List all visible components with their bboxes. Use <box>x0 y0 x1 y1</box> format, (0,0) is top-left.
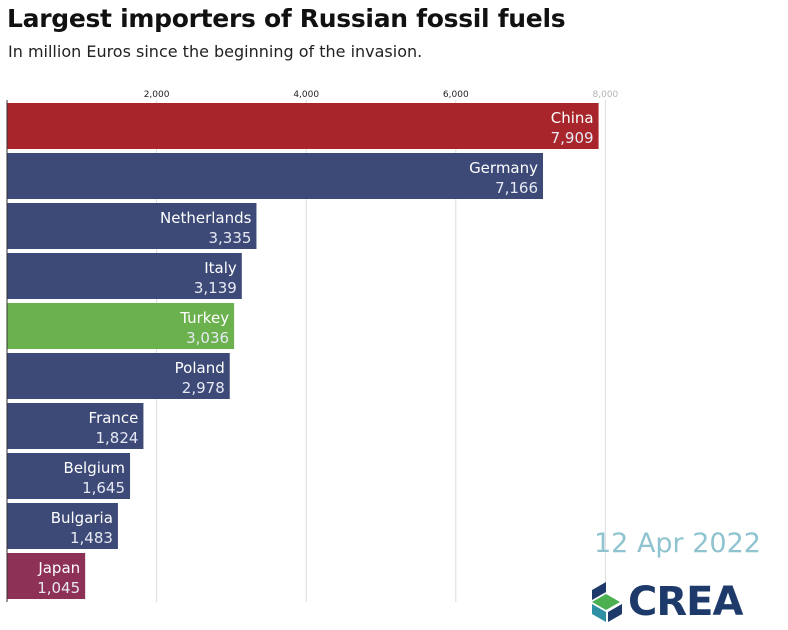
bar-poland <box>7 353 230 399</box>
bar-label: Japan <box>37 559 80 577</box>
bar-italy <box>7 253 242 299</box>
x-tick-label: 4,000 <box>293 90 319 100</box>
bar-value-label: 1,824 <box>95 429 138 447</box>
crea-logo: CREA <box>586 578 776 626</box>
bar-group: China 7,909 <box>7 103 599 149</box>
bar-group: Bulgaria 1,483 <box>7 503 118 549</box>
crea-logo-text: CREA <box>628 579 743 625</box>
bars: China 7,909 Germany 7,166 Netherlands 3,335 It… <box>7 103 599 599</box>
bar-value-label: 3,036 <box>186 329 229 347</box>
bar-label: Netherlands <box>160 209 252 227</box>
bar-value-label: 1,483 <box>70 529 113 547</box>
bar-bulgaria <box>7 503 118 549</box>
x-tick-label: 2,000 <box>144 90 170 100</box>
crea-logo-icon <box>592 582 622 622</box>
bar-label: Belgium <box>64 459 126 477</box>
bar-group: Poland 2,978 <box>7 353 230 399</box>
bar-label: Germany <box>469 159 538 177</box>
bar-group: Belgium 1,645 <box>7 453 131 499</box>
bar-group: Germany 7,166 <box>7 153 544 199</box>
x-tick-label: 6,000 <box>443 90 469 100</box>
x-tick-label: 8,000 <box>593 90 619 100</box>
chart-title: Largest importers of Russian fossil fuel… <box>7 4 566 33</box>
bar-group: Netherlands 3,335 <box>7 203 257 249</box>
bar-value-label: 7,166 <box>495 179 538 197</box>
x-axis-ticks: 2,000 4,000 6,000 8,000 <box>144 90 619 100</box>
bar-group: Italy 3,139 <box>7 253 242 299</box>
bar-label: Bulgaria <box>51 509 113 527</box>
bar-value-label: 3,335 <box>209 229 252 247</box>
bar-netherlands <box>7 203 257 249</box>
bar-value-label: 2,978 <box>182 379 225 397</box>
bar-value-label: 1,645 <box>82 479 125 497</box>
bar-group: Japan 1,045 <box>7 553 86 599</box>
bar-belgium <box>7 453 131 499</box>
bar-label: Turkey <box>179 309 229 327</box>
bar-group: Turkey 3,036 <box>7 303 235 349</box>
bar-label: Italy <box>204 259 237 277</box>
bar-label: China <box>551 109 594 127</box>
bar-turkey <box>7 303 235 349</box>
bar-france <box>7 403 144 449</box>
bar-value-label: 3,139 <box>194 279 237 297</box>
bar-germany <box>7 153 544 199</box>
bar-group: France 1,824 <box>7 403 144 449</box>
chart-subtitle: In million Euros since the beginning of … <box>8 42 423 61</box>
bar-label: Poland <box>175 359 225 377</box>
bar-japan <box>7 553 86 599</box>
bar-label: France <box>89 409 139 427</box>
bar-china <box>7 103 599 149</box>
bar-value-label: 7,909 <box>551 129 594 147</box>
bar-value-label: 1,045 <box>37 579 80 597</box>
date-label: 12 Apr 2022 <box>594 528 761 559</box>
